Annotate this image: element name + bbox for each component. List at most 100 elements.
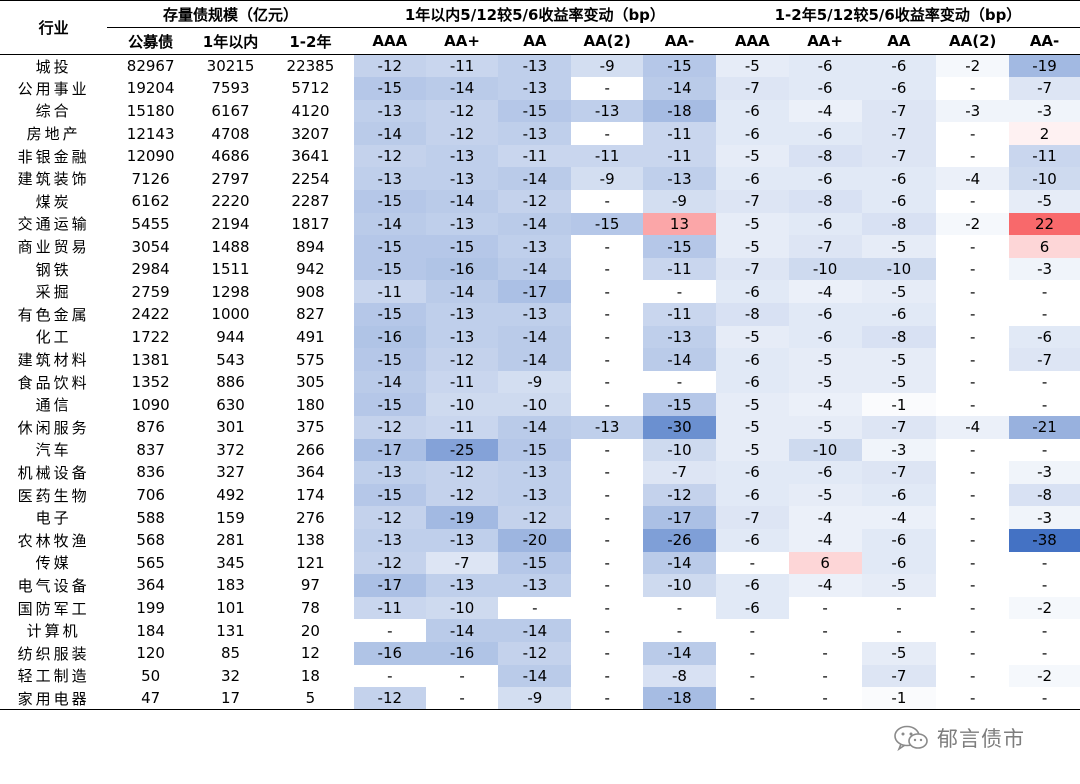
scale-cell: 199	[136, 599, 165, 618]
yield-1y-cell: -	[604, 621, 610, 640]
yield-1-2y-cell: -	[822, 621, 828, 640]
yield-1-2y-cell: 2	[1009, 122, 1080, 145]
yield-1-2y-cell: -2	[936, 54, 1010, 78]
yield-1y-cell: -17	[643, 506, 716, 529]
yield-1y-group-header: 1年以内5/12较5/6收益率变动（bp）	[353, 0, 716, 28]
watermark: 郁言债市	[893, 722, 1053, 754]
yield-1-2y-cell: -8	[1009, 483, 1080, 507]
yield-1-2y-cell: -6	[788, 325, 862, 349]
yield-1y-cell: -13	[425, 325, 499, 349]
industry-name: 房地产	[26, 125, 81, 144]
yield-1y-cell: -18	[643, 99, 716, 123]
yield-1-2y-cell: -7	[861, 122, 937, 145]
yield-1-2y-cell: -21	[1009, 416, 1080, 439]
table-row: 传媒 565 345 121 -12 -7 -15- -14-6 -6- -	[0, 551, 1080, 575]
industry-name: 商业贸易	[17, 238, 90, 257]
scale-cell: 138	[296, 531, 325, 550]
yield-1-2y-cell: -	[1041, 305, 1048, 324]
yield-1y-cell: -11	[425, 416, 499, 439]
yield-1y-cell: -11	[425, 54, 499, 78]
yield-1-2y-cell: -	[749, 553, 756, 572]
yield-1-2y-cell: -8	[861, 325, 937, 349]
scale-cell: 85	[220, 644, 241, 663]
yield-1y-cell: -30	[643, 416, 716, 439]
yield-1y-cell: -10	[425, 596, 499, 620]
yield-1-2y-cell: -6	[715, 461, 789, 484]
scale-cell: 2797	[211, 169, 250, 188]
yield-1y-cell: -12	[353, 506, 426, 529]
yield-1-2y-cell: -5	[715, 144, 789, 168]
yield-1y-cell: -	[676, 599, 683, 618]
yield-1y-cell: -	[571, 687, 644, 711]
scale-cell: 50	[141, 666, 161, 685]
yield-1-2y-cell: -5	[1009, 190, 1080, 213]
scale-cell: 5455	[131, 214, 170, 233]
scale-cell: 174	[296, 486, 325, 505]
yield-1y-cell: -	[604, 124, 610, 143]
scale-cell: 6162	[131, 192, 170, 211]
yield-1-2y-cell: -	[822, 666, 828, 685]
yield-1-2y-cell: -	[970, 644, 976, 663]
yield-1-2y-cell: -	[1041, 576, 1048, 595]
industry-column-header: 行业	[0, 0, 108, 55]
yield-1y-cell: -13	[498, 461, 572, 484]
scale-cell: 180	[296, 395, 325, 414]
yield-1-2y-cell: -5	[715, 325, 789, 349]
yield-1y-cell: -17	[353, 574, 426, 597]
scale-cell: 575	[296, 350, 325, 369]
scale-cell: 1817	[291, 214, 330, 233]
yield-1-2y-cell: -6	[861, 551, 937, 575]
scale-cell: 7126	[131, 169, 170, 188]
yield-1y-cell: -26	[643, 528, 716, 552]
scale-cell: 4686	[211, 147, 250, 166]
yield-1y-column-header: AA(2)	[571, 27, 644, 55]
scale-cell: 4708	[211, 124, 250, 143]
yield-1y-cell: -13	[498, 235, 572, 258]
yield-1y-cell: -14	[353, 212, 426, 236]
yield-1y-cell: -17	[498, 280, 572, 304]
industry-name: 化工	[35, 328, 72, 347]
yield-1y-cell: -13	[498, 54, 572, 78]
industry-name: 医药生物	[17, 486, 90, 505]
yield-1-2y-cell: -11	[1009, 144, 1080, 168]
industry-name: 电子	[35, 509, 72, 528]
yield-1-2y-cell: -	[970, 147, 976, 166]
scale-cell: 301	[216, 418, 245, 437]
yield-1y-cell: -14	[353, 122, 426, 145]
yield-1-2y-cell: -7	[715, 506, 789, 529]
yield-1-2y-cell: -5	[715, 393, 789, 416]
industry-name: 城投	[35, 57, 72, 76]
scale-cell: 101	[216, 599, 245, 618]
yield-1y-cell: -9	[498, 370, 572, 394]
scale-cell: 876	[136, 418, 165, 437]
yield-1-2y-cell: -7	[715, 257, 789, 281]
industry-name: 汽车	[35, 441, 72, 460]
scale-column-header: 1年以内	[194, 27, 267, 55]
scale-cell: 1488	[211, 237, 250, 256]
yield-1-2y-cell: -7	[788, 235, 862, 258]
yield-1y-cell: -13	[353, 461, 426, 484]
yield-1y-cell: -12	[425, 122, 499, 145]
scale-cell: 19204	[126, 79, 175, 98]
industry-name: 通信	[35, 396, 72, 415]
yield-1y-cell: -13	[353, 528, 426, 552]
scale-cell: 372	[216, 440, 245, 459]
yield-1y-cell: -12	[353, 551, 426, 575]
yield-1-2y-cell: -	[970, 124, 976, 143]
yield-1-2y-cell: -6	[715, 167, 789, 191]
table-row: 食品饮料 1352 886 305 -14 -11 -9- - -6 -5 -5- -	[0, 370, 1080, 394]
scale-cell: 630	[216, 395, 245, 414]
yield-1-2y-cell: -	[896, 599, 902, 618]
yield-1-2y-cell: -	[970, 373, 976, 392]
yield-1-2y-cell: -4	[936, 167, 1010, 191]
yield-1-2y-cell: -	[1041, 553, 1048, 572]
yield-1-2y-cell: 22	[1009, 212, 1080, 236]
yield-1y-cell: -19	[425, 506, 499, 529]
yield-1-2y-cell: -5	[715, 416, 789, 439]
scale-cell: 588	[136, 508, 165, 527]
yield-1y-cell: -	[604, 576, 610, 595]
yield-1y-cell: -	[604, 305, 610, 324]
yield-1y-cell: -15	[353, 348, 426, 371]
yield-1y-cell: -15	[353, 257, 426, 281]
yield-1y-cell: -14	[425, 190, 499, 213]
